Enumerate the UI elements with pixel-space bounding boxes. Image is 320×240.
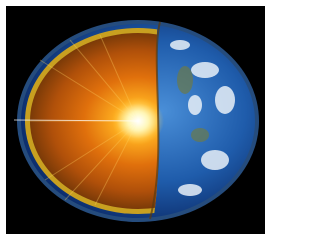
earth-cutaway-image — [0, 0, 271, 240]
page: (() => { const data = JSON.parse(documen… — [0, 0, 271, 240]
